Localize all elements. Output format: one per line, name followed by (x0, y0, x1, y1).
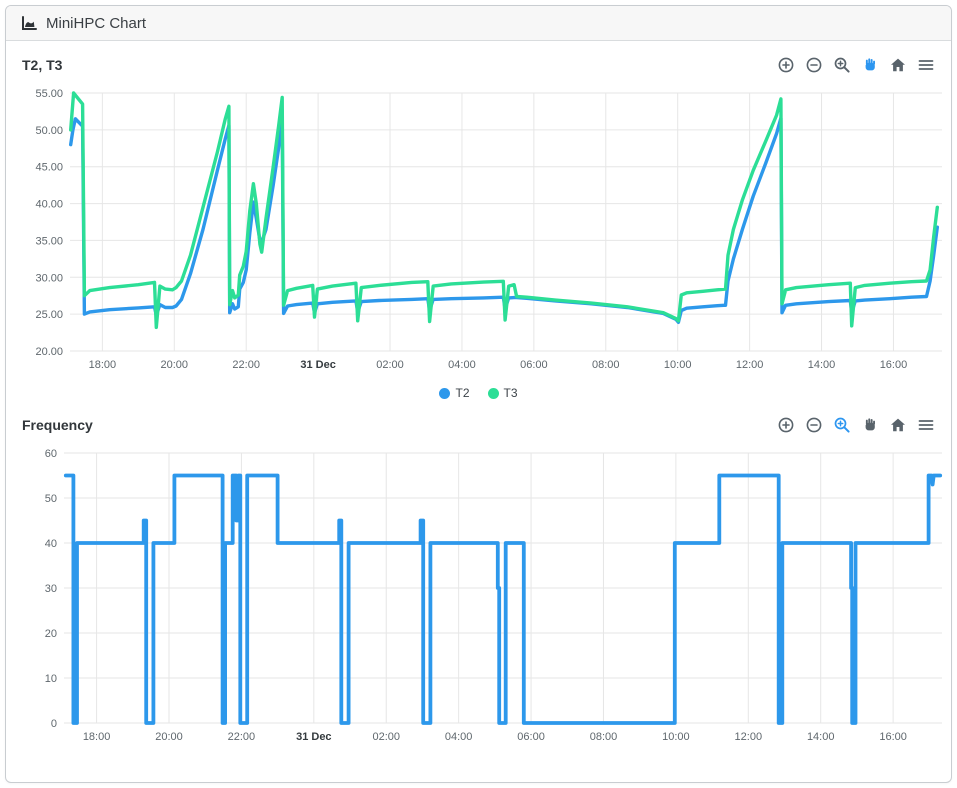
svg-text:06:00: 06:00 (520, 359, 548, 371)
menu-icon[interactable] (917, 56, 935, 74)
svg-text:22:00: 22:00 (232, 359, 260, 371)
svg-text:55.00: 55.00 (35, 88, 63, 100)
frequency-chart-block: Frequency (20, 413, 943, 753)
card-header: MiniHPC Chart (6, 6, 951, 41)
t2-series-dot (439, 387, 451, 399)
legend-item-t2[interactable]: T2 (439, 386, 470, 400)
home-icon[interactable] (889, 416, 907, 434)
pan-hand-icon[interactable] (861, 416, 879, 434)
svg-text:40.00: 40.00 (35, 199, 63, 211)
chart-card: MiniHPC Chart T2, T3 (5, 5, 952, 783)
svg-text:06:00: 06:00 (517, 731, 545, 743)
svg-text:31 Dec: 31 Dec (296, 731, 331, 743)
svg-text:35.00: 35.00 (35, 235, 63, 247)
svg-text:30.00: 30.00 (35, 272, 63, 284)
svg-text:02:00: 02:00 (376, 359, 404, 371)
svg-text:0: 0 (51, 718, 57, 730)
svg-text:04:00: 04:00 (448, 359, 476, 371)
svg-text:20:00: 20:00 (161, 359, 189, 371)
svg-text:10:00: 10:00 (662, 731, 690, 743)
zoom-in-icon[interactable] (777, 56, 795, 74)
svg-text:60: 60 (45, 448, 57, 460)
selection-zoom-icon[interactable] (833, 56, 851, 74)
svg-text:18:00: 18:00 (83, 731, 111, 743)
svg-text:30: 30 (45, 583, 57, 595)
svg-text:22:00: 22:00 (228, 731, 256, 743)
zoom-out-icon[interactable] (805, 416, 823, 434)
temperature-chart-block: T2, T3 (20, 53, 942, 403)
svg-text:40: 40 (45, 538, 57, 550)
svg-text:45.00: 45.00 (35, 162, 63, 174)
app-title: MiniHPC Chart (46, 14, 147, 32)
t3-series-label: T3 (503, 386, 518, 400)
area-chart-icon (20, 14, 38, 32)
svg-text:08:00: 08:00 (590, 731, 618, 743)
frequency-chart-toolbar (777, 416, 935, 434)
pan-hand-icon[interactable] (861, 56, 879, 74)
zoom-in-icon[interactable] (777, 416, 795, 434)
card-body: T2, T3 (6, 41, 951, 763)
temperature-chart-title: T2, T3 (22, 57, 63, 73)
svg-text:50: 50 (45, 493, 57, 505)
menu-icon[interactable] (917, 416, 935, 434)
svg-text:14:00: 14:00 (808, 359, 836, 371)
zoom-out-icon[interactable] (805, 56, 823, 74)
svg-text:10: 10 (45, 673, 57, 685)
svg-text:02:00: 02:00 (372, 731, 400, 743)
svg-text:25.00: 25.00 (35, 309, 63, 321)
temperature-chart-toolbar (777, 56, 935, 74)
frequency-chart-title: Frequency (22, 417, 93, 433)
legend-item-t3[interactable]: T3 (487, 386, 518, 400)
t2-series-label: T2 (455, 386, 470, 400)
svg-text:04:00: 04:00 (445, 731, 473, 743)
svg-text:50.00: 50.00 (35, 125, 63, 137)
svg-text:18:00: 18:00 (89, 359, 117, 371)
selection-zoom-icon[interactable] (833, 416, 851, 434)
svg-text:16:00: 16:00 (880, 359, 908, 371)
t3-series-dot (487, 387, 499, 399)
frequency-plot-area[interactable]: 0 10 20 30 40 50 60 18:00 20:00 22:00 31 Dec 02:00 0… (20, 441, 949, 753)
svg-text:20: 20 (45, 628, 57, 640)
svg-text:12:00: 12:00 (736, 359, 764, 371)
temperature-plot-area[interactable]: 20.00 25.00 30.00 35.00 40.00 45.00 50.00 55.00… (20, 81, 949, 381)
svg-text:16:00: 16:00 (879, 731, 907, 743)
svg-text:08:00: 08:00 (592, 359, 620, 371)
svg-text:10:00: 10:00 (664, 359, 692, 371)
temperature-legend: T2 T3 (20, 383, 937, 403)
svg-text:14:00: 14:00 (807, 731, 835, 743)
svg-text:31 Dec: 31 Dec (300, 359, 335, 371)
svg-text:20.00: 20.00 (35, 346, 63, 358)
home-icon[interactable] (889, 56, 907, 74)
svg-text:20:00: 20:00 (155, 731, 183, 743)
svg-text:12:00: 12:00 (735, 731, 763, 743)
